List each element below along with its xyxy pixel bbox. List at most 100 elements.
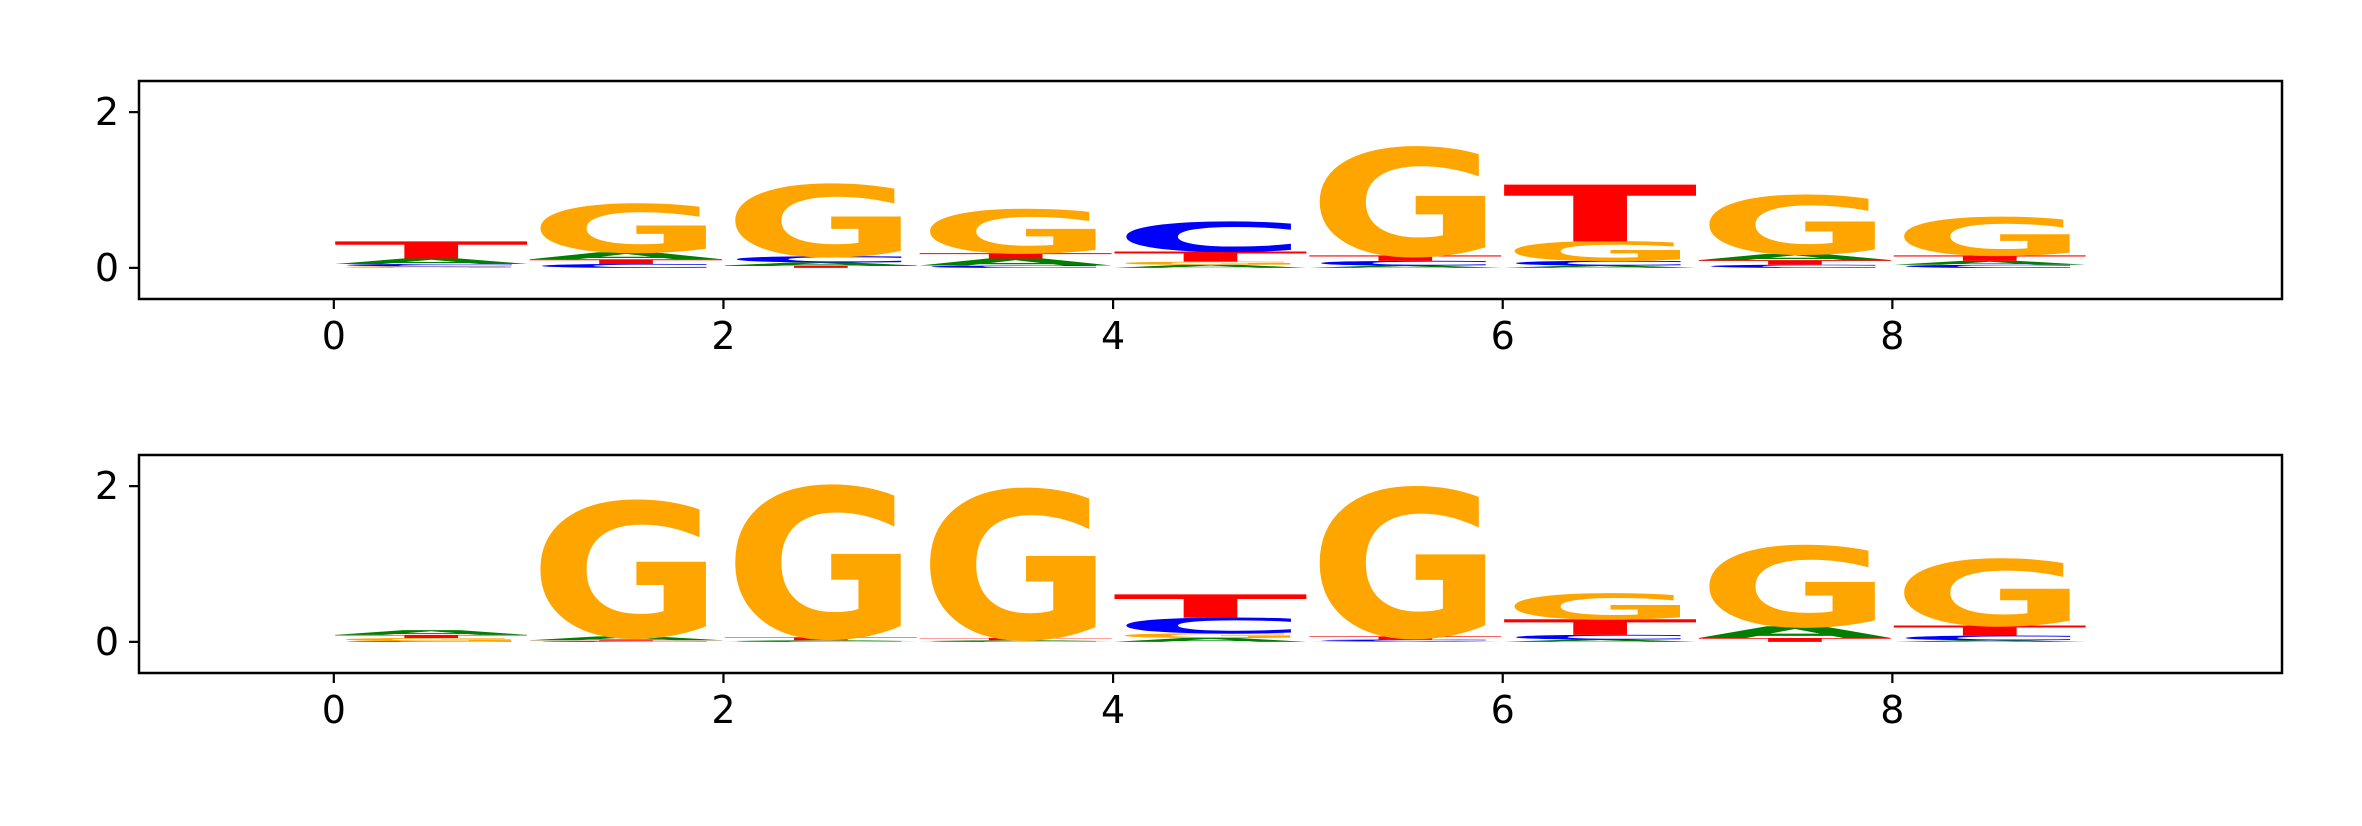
logo-letter-G: G [1698, 180, 1893, 273]
logo-letter-A: A [1698, 252, 1893, 262]
logo-letter-A: A [1113, 637, 1308, 643]
logo-letter-T: T [1308, 254, 1503, 263]
logo-letter-C: C [529, 641, 724, 642]
logo-letter-A: A [1892, 260, 2087, 266]
logo-letter-C: C [1113, 214, 1308, 261]
logo-letter-A: A [1892, 640, 2087, 642]
x-tick-label: 8 [1880, 314, 1904, 358]
logo-letter-C: C [1503, 260, 1698, 267]
logo-letter-T: T [1113, 588, 1308, 625]
logo-letter-A: A [918, 640, 1113, 641]
logo-letter-C: C [918, 265, 1113, 269]
y-tick-label: 0 [95, 246, 119, 290]
logo-letter-T: T [1892, 254, 2087, 263]
logo-letter-G: G [1503, 587, 1698, 628]
logo-letter-T: T [334, 237, 529, 264]
logo-letter-G: G [1503, 236, 1698, 267]
x-tick-label: 8 [1880, 688, 1904, 732]
logo-letter-A: A [1503, 639, 1698, 643]
x-tick-label: 6 [1491, 688, 1515, 732]
logo-letter-G: G [1892, 207, 2087, 268]
logo-letter-T: T [1308, 636, 1503, 641]
axes-frame [137, 79, 2284, 301]
logo-letter-T: T [723, 265, 918, 269]
logo-letter-G: G [723, 165, 918, 280]
logo-letter-G: G [1113, 261, 1308, 266]
logo-letter-A: A [1308, 265, 1503, 269]
logo-letter-C: C [723, 255, 918, 265]
logo-letter-C: C [1308, 639, 1503, 641]
logo-letter-A: A [1503, 265, 1698, 269]
logo-letter-A: A [723, 262, 918, 267]
logo-letter-T: T [334, 634, 529, 639]
logo-letter-A: A [1698, 623, 1893, 642]
logo-letter-C: C [1892, 634, 2087, 641]
logo-letter-A: A [723, 640, 918, 641]
logo-letter-C: C [1113, 614, 1308, 639]
logo-letter-C: C [918, 641, 1113, 642]
logo-letter-G: G [918, 197, 1113, 267]
logo-letter-T: T [1113, 249, 1308, 265]
logo-letter-C: C [723, 641, 918, 642]
logo-letter-T: T [529, 640, 724, 641]
logo-letter-C: C [334, 263, 529, 267]
y-tick-label: 2 [95, 90, 119, 134]
logo-letter-T: T [529, 258, 724, 265]
logo-letter-A: A [334, 257, 529, 266]
logo-letter-T: T [1698, 637, 1893, 643]
logo-letter-A: A [529, 635, 724, 641]
logo-letter-T: T [918, 252, 1113, 261]
x-tick-label: 4 [1101, 314, 1125, 358]
logo-letter-G: G [723, 447, 918, 686]
logo-letter-C: C [1892, 264, 2087, 269]
logo-letter-C: C [1503, 634, 1698, 641]
logo-letter-G: G [1698, 524, 1893, 652]
logo-letter-G: G [1113, 632, 1308, 639]
logo-letter-T: T [1503, 170, 1698, 260]
logo-letter-C: C [529, 263, 724, 269]
logo-letter-C: C [1698, 264, 1893, 269]
x-tick-label: 4 [1101, 688, 1125, 732]
logo-letter-T: T [1698, 259, 1893, 266]
logo-letter-A: A [918, 257, 1113, 268]
x-tick-label: 6 [1491, 314, 1515, 358]
logo-letter-A: A [1308, 641, 1503, 642]
x-tick-label: 0 [322, 688, 346, 732]
logo-letter-G: G [529, 191, 724, 268]
logo-letter-A: A [1113, 264, 1308, 269]
x-tick-label: 0 [322, 314, 346, 358]
logo-letter-G: G [1308, 449, 1503, 685]
logo-letter-T: T [1892, 623, 2087, 639]
logo-letter-T: T [1503, 615, 1698, 640]
logo-letter-C: C [1308, 260, 1503, 267]
logo-letter-T: T [918, 637, 1113, 641]
axes-frame [137, 453, 2284, 675]
logo-letter-C: C [334, 641, 529, 642]
logo-letter-G: G [334, 637, 529, 642]
logo-column-7: TAG [1698, 524, 1893, 652]
y-tick-label: 2 [95, 464, 119, 508]
logo-letter-G: G [1892, 542, 2087, 647]
y-tick-label: 0 [95, 620, 119, 664]
logo-letter-T: T [723, 636, 918, 641]
x-tick-label: 2 [711, 314, 735, 358]
logo-letter-A: A [529, 250, 724, 261]
